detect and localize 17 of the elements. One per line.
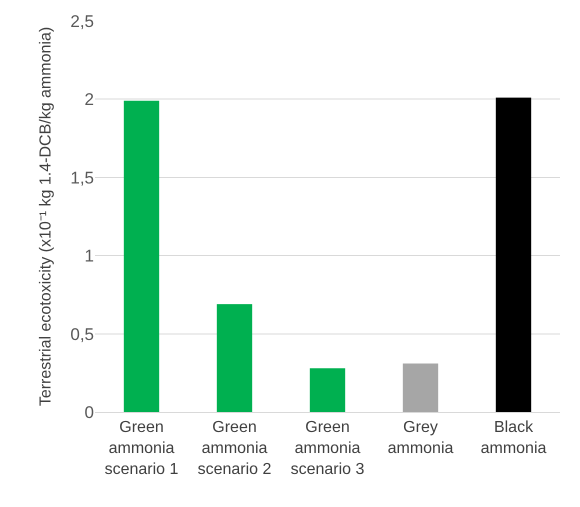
bar [124, 100, 160, 412]
y-tick-label: 2,5 [70, 12, 94, 31]
bar [310, 368, 346, 412]
y-tick-label: 1,5 [70, 168, 94, 188]
x-tick-label: Green ammonia scenario 2 [198, 419, 272, 478]
x-tick-label: Green ammonia scenario 3 [290, 419, 365, 478]
y-tick-label: 1 [84, 246, 94, 266]
x-tick-label: Black ammonia [480, 419, 546, 457]
x-tick-label: Grey ammonia [388, 419, 454, 457]
bar [216, 304, 252, 412]
y-axis-title: Terrestrial ecotoxicity (x10⁻¹ kg 1.4-DCB/kg ammonia) [37, 26, 54, 406]
bar [496, 98, 532, 412]
y-tick-label: 0,5 [70, 324, 94, 344]
y-tick-label: 0 [84, 402, 94, 422]
bar [402, 364, 438, 412]
y-tick-label: 2 [84, 90, 94, 110]
x-tick-label: Green ammonia scenario 1 [104, 419, 179, 478]
